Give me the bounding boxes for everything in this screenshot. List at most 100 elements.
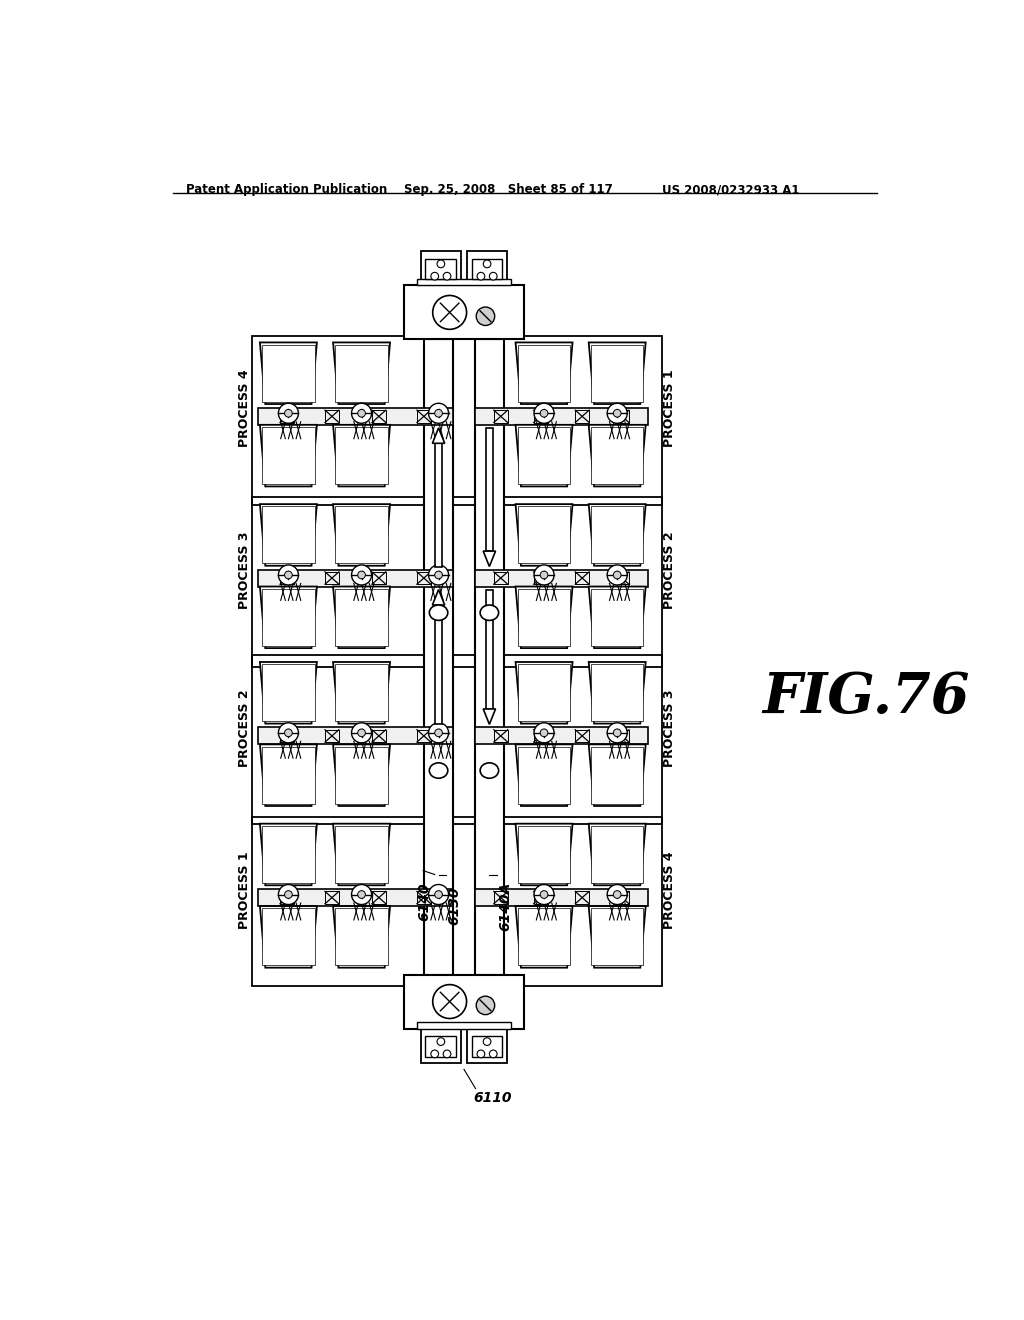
Bar	[262, 908, 314, 965]
Circle shape	[613, 891, 621, 899]
Circle shape	[431, 272, 438, 280]
Bar	[325, 891, 339, 904]
Polygon shape	[333, 504, 390, 566]
Circle shape	[279, 404, 298, 424]
Ellipse shape	[480, 763, 499, 779]
Text: PROCESS 3: PROCESS 3	[238, 532, 251, 609]
Text: 6140A: 6140A	[499, 882, 513, 932]
Polygon shape	[260, 906, 316, 968]
Circle shape	[535, 723, 554, 743]
Polygon shape	[515, 425, 572, 487]
Bar	[258, 890, 454, 906]
Polygon shape	[515, 504, 572, 566]
Bar	[417, 280, 511, 285]
Bar	[325, 411, 339, 422]
Polygon shape	[333, 342, 390, 404]
Bar	[575, 891, 589, 904]
Bar	[336, 826, 388, 883]
Polygon shape	[515, 906, 572, 968]
Circle shape	[351, 565, 372, 585]
Bar	[475, 408, 648, 425]
Bar	[518, 589, 570, 645]
Circle shape	[429, 565, 449, 585]
Bar	[475, 890, 648, 906]
Bar	[425, 259, 457, 280]
Circle shape	[483, 1038, 490, 1045]
Bar	[435, 605, 442, 725]
Bar	[494, 411, 508, 422]
Text: PROCESS 1: PROCESS 1	[664, 370, 676, 447]
Polygon shape	[333, 586, 390, 648]
Bar	[336, 507, 388, 564]
Bar	[262, 589, 314, 645]
Bar	[258, 408, 454, 425]
Bar	[591, 589, 643, 645]
Bar	[280, 891, 294, 904]
Bar	[252, 817, 662, 986]
Bar	[280, 411, 294, 422]
Circle shape	[433, 296, 467, 330]
Bar	[472, 259, 503, 280]
Bar	[534, 411, 548, 422]
Circle shape	[477, 272, 484, 280]
Text: FIG.76: FIG.76	[762, 671, 970, 725]
Circle shape	[476, 308, 495, 326]
Circle shape	[357, 409, 366, 417]
Bar	[372, 730, 386, 742]
Bar	[494, 891, 508, 904]
Circle shape	[535, 565, 554, 585]
Circle shape	[535, 884, 554, 904]
Bar	[591, 826, 643, 883]
Circle shape	[357, 891, 366, 899]
Circle shape	[433, 985, 467, 1019]
Circle shape	[476, 997, 495, 1015]
Circle shape	[613, 572, 621, 578]
Text: Patent Application Publication: Patent Application Publication	[186, 183, 387, 197]
Circle shape	[489, 272, 497, 280]
Bar	[534, 730, 548, 742]
Polygon shape	[333, 906, 390, 968]
Circle shape	[541, 409, 548, 417]
Polygon shape	[333, 663, 390, 723]
Circle shape	[435, 729, 442, 737]
Bar	[417, 411, 431, 422]
Polygon shape	[333, 744, 390, 807]
Bar	[485, 590, 494, 709]
Polygon shape	[589, 586, 646, 648]
Bar	[262, 826, 314, 883]
Bar	[372, 891, 386, 904]
Bar	[467, 251, 507, 285]
Bar	[336, 345, 388, 401]
Circle shape	[541, 729, 548, 737]
Circle shape	[541, 572, 548, 578]
Bar	[325, 572, 339, 585]
Polygon shape	[515, 663, 572, 723]
Bar	[417, 891, 431, 904]
Polygon shape	[483, 552, 496, 566]
Bar	[372, 411, 386, 422]
Polygon shape	[260, 586, 316, 648]
Bar	[485, 428, 494, 552]
Bar	[591, 507, 643, 564]
Bar	[615, 730, 629, 742]
Text: PROCESS 4: PROCESS 4	[664, 851, 676, 929]
Polygon shape	[515, 824, 572, 886]
Circle shape	[541, 891, 548, 899]
Circle shape	[285, 729, 292, 737]
Circle shape	[477, 1051, 484, 1057]
Circle shape	[285, 572, 292, 578]
Bar	[425, 1036, 457, 1057]
Bar	[615, 572, 629, 585]
Circle shape	[351, 723, 372, 743]
Bar	[494, 572, 508, 585]
Text: PROCESS 2: PROCESS 2	[238, 689, 251, 767]
Text: PROCESS 2: PROCESS 2	[664, 532, 676, 609]
Bar	[417, 1022, 511, 1028]
Polygon shape	[260, 425, 316, 487]
Bar	[494, 730, 508, 742]
Polygon shape	[432, 428, 444, 444]
Polygon shape	[589, 824, 646, 886]
Bar	[280, 572, 294, 585]
Polygon shape	[483, 709, 496, 725]
Bar	[336, 747, 388, 804]
